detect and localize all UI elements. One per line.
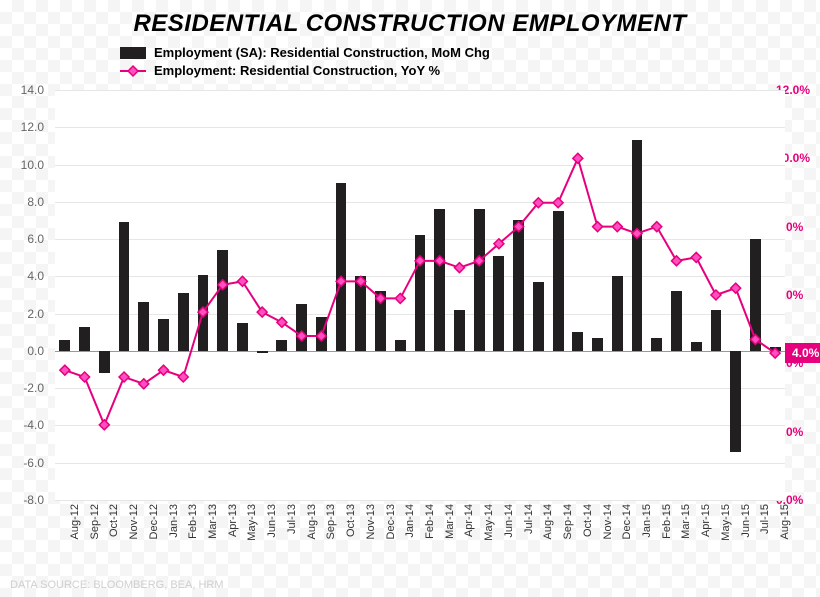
line-marker xyxy=(237,276,247,286)
line-marker xyxy=(60,365,70,375)
y-axis-left: -8.0-6.0-4.0-2.00.02.04.06.08.010.012.01… xyxy=(0,90,50,500)
line-marker xyxy=(178,372,188,382)
x-tick-label: Apr-15 xyxy=(700,504,712,537)
legend-swatch-line xyxy=(120,64,146,78)
x-tick-label: Feb-14 xyxy=(424,504,436,539)
x-tick-label: Sep-13 xyxy=(325,504,337,539)
x-tick-label: Aug-12 xyxy=(69,504,81,539)
x-tick-label: Jun-15 xyxy=(740,504,752,538)
x-tick-label: Jul-13 xyxy=(286,504,298,534)
x-tick-label: Nov-14 xyxy=(602,504,614,539)
line-marker xyxy=(632,229,642,239)
data-source: DATA SOURCE: BLOOMBERG, BEA, HRM xyxy=(10,579,224,591)
x-tick-label: Dec-12 xyxy=(148,504,160,539)
x-tick-label: Aug-13 xyxy=(306,504,318,539)
line-marker xyxy=(731,283,741,293)
y-tick-left: 2.0 xyxy=(27,307,44,321)
line-series xyxy=(55,90,785,500)
y-tick-left: -6.0 xyxy=(23,456,44,470)
line-marker xyxy=(99,420,109,430)
legend-item-bar: Employment (SA): Residential Constructio… xyxy=(120,44,490,62)
x-tick-label: Jul-15 xyxy=(759,504,771,534)
line-marker xyxy=(257,307,267,317)
x-tick-label: Oct-14 xyxy=(582,504,594,537)
x-tick-label: Apr-14 xyxy=(463,504,475,537)
x-tick-label: Jul-14 xyxy=(523,504,535,534)
line-marker xyxy=(415,256,425,266)
line-marker xyxy=(652,222,662,232)
y-tick-left: -8.0 xyxy=(23,493,44,507)
x-tick-label: Jan-15 xyxy=(641,504,653,538)
x-tick-label: Mar-14 xyxy=(444,504,456,539)
chart-container: RESIDENTIAL CONSTRUCTION EMPLOYMENT Empl… xyxy=(0,0,820,597)
x-tick-label: Mar-15 xyxy=(680,504,692,539)
line-path xyxy=(65,158,775,425)
legend-label-line: Employment: Residential Construction, Yo… xyxy=(154,62,440,80)
legend-swatch-bar xyxy=(120,47,146,59)
callout-text: 4.0% xyxy=(792,346,819,360)
x-tick-label: Dec-14 xyxy=(621,504,633,539)
y-tick-left: 0.0 xyxy=(27,344,44,358)
line-marker xyxy=(691,252,701,262)
y-tick-left: 6.0 xyxy=(27,232,44,246)
legend-label-bar: Employment (SA): Residential Constructio… xyxy=(154,44,490,62)
x-tick-label: Feb-15 xyxy=(661,504,673,539)
legend: Employment (SA): Residential Constructio… xyxy=(120,44,490,80)
line-marker xyxy=(573,153,583,163)
line-marker xyxy=(80,372,90,382)
legend-item-line: Employment: Residential Construction, Yo… xyxy=(120,62,490,80)
x-tick-label: May-13 xyxy=(246,504,258,541)
x-tick-label: Feb-13 xyxy=(187,504,199,539)
callout-label: 4.0% xyxy=(785,343,820,363)
x-tick-label: Nov-12 xyxy=(128,504,140,539)
y-tick-left: 10.0 xyxy=(21,158,44,172)
y-tick-left: 8.0 xyxy=(27,195,44,209)
line-marker xyxy=(316,331,326,341)
y-tick-left: 14.0 xyxy=(21,83,44,97)
line-marker xyxy=(671,256,681,266)
x-tick-label: Nov-13 xyxy=(365,504,377,539)
x-tick-label: Jun-13 xyxy=(266,504,278,538)
gridline xyxy=(55,500,785,501)
line-marker xyxy=(336,276,346,286)
x-axis: Aug-12 Sep-12 Oct-12 Nov-12 Dec-12 Jan-13 Feb-… xyxy=(55,502,785,572)
y-tick-left: -2.0 xyxy=(23,381,44,395)
y-tick-left: 4.0 xyxy=(27,269,44,283)
x-tick-label: Oct-13 xyxy=(345,504,357,537)
x-tick-label: Apr-13 xyxy=(227,504,239,537)
x-tick-label: Sep-12 xyxy=(89,504,101,539)
line-marker xyxy=(553,198,563,208)
line-marker xyxy=(612,222,622,232)
line-marker xyxy=(711,290,721,300)
x-tick-label: Jun-14 xyxy=(503,504,515,538)
y-tick-left: 12.0 xyxy=(21,120,44,134)
x-tick-label: May-15 xyxy=(720,504,732,541)
line-marker xyxy=(454,263,464,273)
y-tick-left: -4.0 xyxy=(23,418,44,432)
x-tick-label: Oct-12 xyxy=(108,504,120,537)
x-tick-label: Jan-14 xyxy=(404,504,416,538)
x-tick-label: Aug-15 xyxy=(779,504,791,539)
line-marker xyxy=(593,222,603,232)
line-marker xyxy=(435,256,445,266)
x-tick-label: Sep-14 xyxy=(562,504,574,539)
plot-area xyxy=(55,90,785,500)
chart-title: RESIDENTIAL CONSTRUCTION EMPLOYMENT xyxy=(0,10,820,38)
x-tick-label: Dec-13 xyxy=(385,504,397,539)
x-tick-label: May-14 xyxy=(483,504,495,541)
line-marker xyxy=(119,372,129,382)
x-tick-label: Aug-14 xyxy=(542,504,554,539)
x-tick-label: Jan-13 xyxy=(168,504,180,538)
x-tick-label: Mar-13 xyxy=(207,504,219,539)
line-marker xyxy=(395,293,405,303)
